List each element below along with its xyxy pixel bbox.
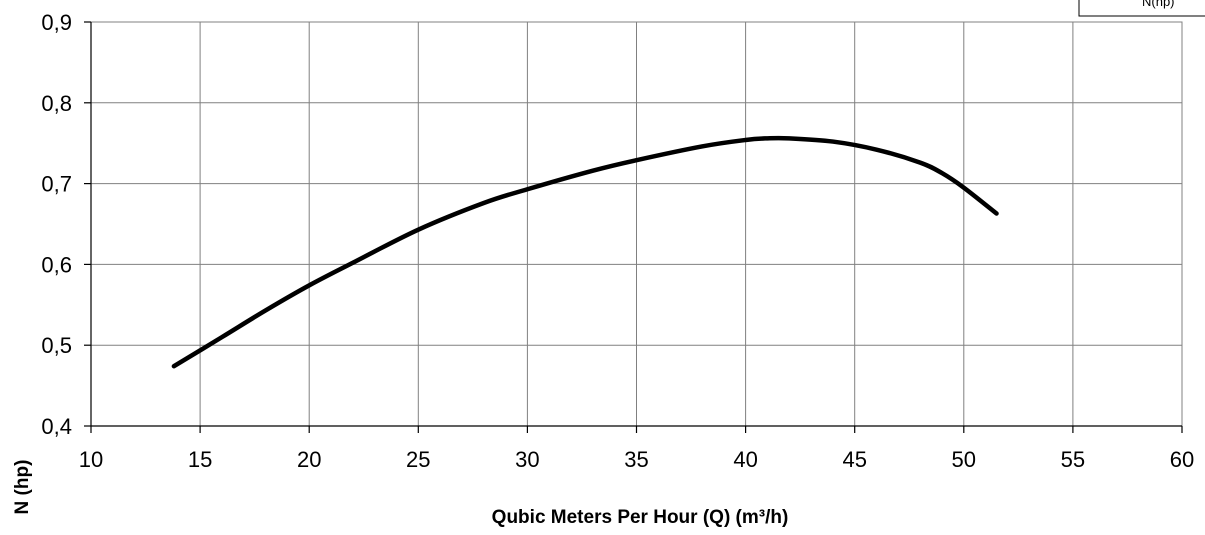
x-tick-label: 25 — [406, 447, 430, 472]
x-tick-label: 20 — [297, 447, 321, 472]
legend: N(hp) — [1078, 0, 1205, 17]
x-tick-label: 35 — [624, 447, 648, 472]
legend-box — [1078, 0, 1205, 17]
x-tick-label: 40 — [733, 447, 757, 472]
series-layer — [171, 135, 999, 369]
x-tick-label: 45 — [842, 447, 866, 472]
axes-layer — [84, 21, 1183, 433]
y-tick-label: 0,7 — [41, 172, 72, 197]
x-tick-label: 55 — [1061, 447, 1085, 472]
y-axis-title: N (hp) — [12, 460, 33, 515]
x-tick-label: 10 — [79, 447, 103, 472]
y-tick-label: 0,5 — [41, 333, 72, 358]
x-axis-title: Qubic Meters Per Hour (Q) (m³/h) — [492, 507, 789, 528]
grid-layer — [90, 21, 1183, 427]
x-tick-label: 50 — [952, 447, 976, 472]
series-line-n-hp — [171, 135, 999, 369]
x-tick-label: 30 — [515, 447, 539, 472]
x-tick-label: 15 — [188, 447, 212, 472]
y-tick-label: 0,4 — [41, 414, 72, 439]
y-tick-label: 0,9 — [41, 10, 72, 35]
x-tick-label: 60 — [1170, 447, 1194, 472]
y-tick-label: 0,8 — [41, 91, 72, 116]
legend-entry: N(hp) — [1142, 0, 1175, 9]
y-tick-label: 0,6 — [41, 252, 72, 277]
tick-labels: 10 15 20 25 30 35 40 45 50 55 60 0,4 0,5 0,6 0,7 0,8 0,9 — [41, 10, 1194, 472]
